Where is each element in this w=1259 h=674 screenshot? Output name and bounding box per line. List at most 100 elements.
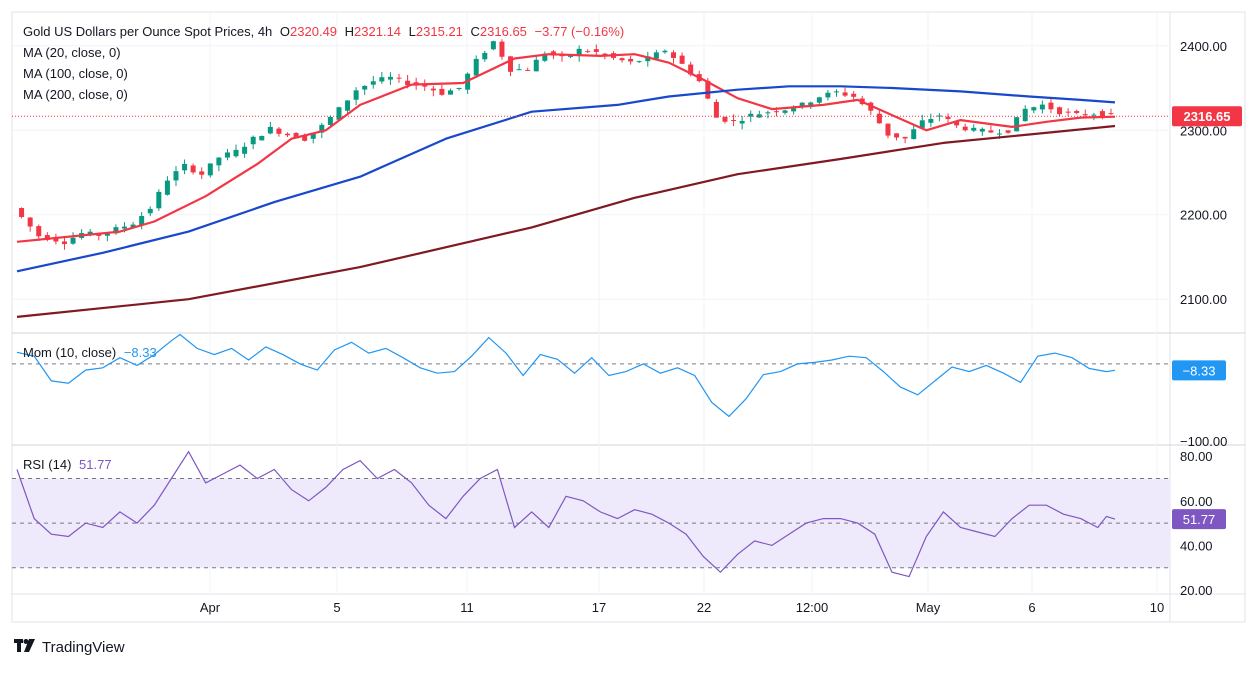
rsi-tick-label: 80.00 [1180, 449, 1213, 464]
candle-body [362, 85, 368, 90]
candle-body [61, 241, 67, 245]
mom-tick-label: −100.00 [1180, 434, 1227, 449]
candle-body [765, 112, 771, 114]
candle-body [996, 133, 1002, 135]
candle-body [130, 224, 136, 228]
candle-body [122, 226, 128, 229]
candle-body [53, 236, 59, 242]
candle-body [104, 232, 110, 236]
candle-body [1074, 110, 1080, 114]
candle-body [799, 102, 805, 107]
candle-body [285, 133, 290, 136]
rsi-value: 51.77 [79, 457, 112, 472]
x-tick-label: 17 [592, 600, 606, 615]
candle-body [885, 123, 891, 136]
candle-body [113, 227, 119, 234]
candle-body [1108, 113, 1114, 115]
x-tick-label: 12:00 [796, 600, 829, 615]
candle-body [36, 226, 42, 237]
candle-body [319, 124, 325, 133]
candle-body [782, 110, 788, 113]
candle-body [405, 80, 411, 86]
candle-body [928, 119, 934, 123]
tradingview-brand[interactable]: TradingView [14, 638, 125, 656]
candle-body [662, 50, 668, 53]
candle-body [808, 102, 814, 108]
candle-body [954, 121, 960, 126]
candle-body [1057, 107, 1063, 115]
candle-body [259, 135, 265, 141]
candle-body [1014, 117, 1020, 132]
ma20-line [16, 53, 1116, 243]
candle-body [791, 108, 797, 112]
candle-body [164, 180, 170, 195]
ma100-line [16, 85, 1116, 273]
candle-body [87, 231, 93, 235]
x-tick-label: 22 [697, 600, 711, 615]
x-tick-label: 11 [460, 600, 474, 615]
last-price-badge [1172, 106, 1242, 127]
mom-label: Mom (10, close) [23, 345, 117, 360]
candle-body [1082, 114, 1088, 116]
rsi-badge [1172, 509, 1226, 530]
candle-body [27, 217, 33, 227]
candle-body [482, 52, 488, 60]
candle-body [327, 116, 333, 125]
candle-body [971, 127, 977, 131]
tradingview-logo-icon [14, 638, 36, 656]
candle-body [242, 146, 248, 154]
candle-body [962, 126, 968, 131]
rsi-label: RSI (14) [23, 457, 72, 472]
candle-body [645, 56, 651, 62]
candle-body [447, 90, 453, 95]
candle-body [516, 69, 522, 71]
candle-body [70, 237, 76, 244]
ma200-line [16, 124, 1116, 318]
candle-body [636, 61, 642, 63]
candle-body [542, 53, 548, 61]
candle-body [602, 53, 608, 56]
candle-body [1039, 104, 1045, 110]
candle-body [224, 152, 230, 158]
candle-body [379, 77, 385, 82]
mom-badge [1172, 360, 1226, 381]
candle-body [671, 52, 677, 58]
candle-body [139, 216, 145, 226]
last-price-text: 2316.65 [1184, 109, 1231, 124]
brand-name: TradingView [42, 638, 125, 656]
ohlc-change: −3.77 (−0.16%) [534, 24, 625, 39]
candle-body [1065, 111, 1071, 113]
candle-body [679, 55, 685, 64]
candle-body [387, 76, 393, 80]
candle-body [842, 92, 848, 96]
x-tick-label: Apr [200, 600, 221, 615]
chart-title: Gold US Dollars per Ounce Spot Prices, 4… [23, 24, 273, 39]
candle-body [894, 133, 900, 138]
legend-ma20: MA (20, close, 0) [23, 45, 121, 60]
candle-body [233, 149, 239, 157]
x-tick-label: May [916, 600, 941, 615]
candle-body [1048, 102, 1054, 110]
candle-body [731, 120, 737, 122]
candle-body [439, 88, 445, 95]
candle-body [979, 128, 985, 132]
candle-body [1005, 130, 1011, 133]
candle-body [199, 171, 205, 175]
candle-body [533, 59, 539, 72]
legend-ma100: MA (100, close, 0) [23, 66, 128, 81]
candle-body [628, 58, 634, 62]
rsi-badge-text: 51.77 [1183, 512, 1216, 527]
price-legend: Gold US Dollars per Ounce Spot Prices, 4… [23, 24, 628, 39]
candle-body [911, 129, 917, 140]
candle-body [1091, 114, 1097, 116]
legend-ma200: MA (200, close, 0) [23, 87, 128, 102]
mom-legend: Mom (10, close) −8.33 [23, 345, 161, 360]
mom-line [16, 333, 1116, 418]
candle-body [988, 130, 994, 133]
chart-frame [11, 11, 1246, 623]
candle-body [490, 41, 496, 50]
candle-body [310, 132, 316, 139]
candle-body [216, 157, 222, 166]
candle-body [585, 51, 591, 53]
